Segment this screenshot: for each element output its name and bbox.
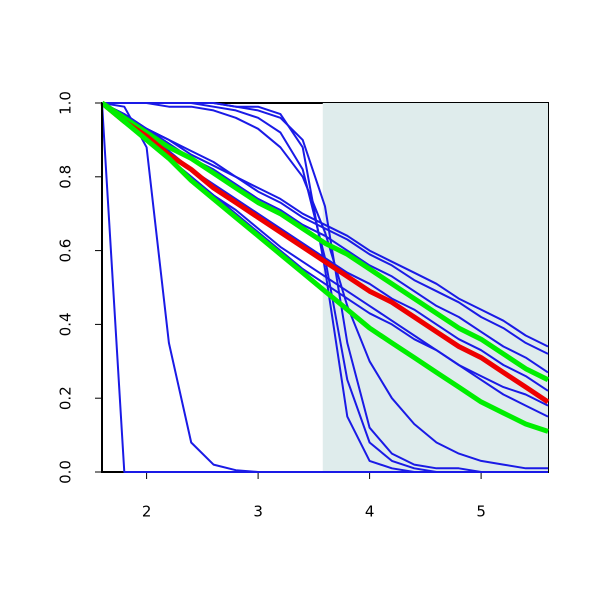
y-tick-label: 0.4	[57, 312, 75, 336]
x-tick-label: 5	[476, 503, 486, 521]
series-line	[100, 100, 550, 383]
y-tick-label: 0.0	[57, 460, 75, 484]
series-line	[100, 101, 549, 434]
x-tick-label: 2	[142, 503, 152, 521]
y-tick-label: 0.8	[57, 165, 75, 189]
series-line	[101, 102, 549, 348]
series-line	[102, 102, 548, 470]
series-line	[100, 101, 550, 404]
x-tick-label: 3	[253, 503, 263, 521]
y-tick-label: 1.0	[57, 91, 75, 115]
x-tick-label: 4	[365, 503, 375, 521]
series-line	[101, 102, 549, 355]
y-tick-label: 0.6	[57, 239, 75, 263]
y-tick-label: 0.2	[57, 386, 75, 410]
